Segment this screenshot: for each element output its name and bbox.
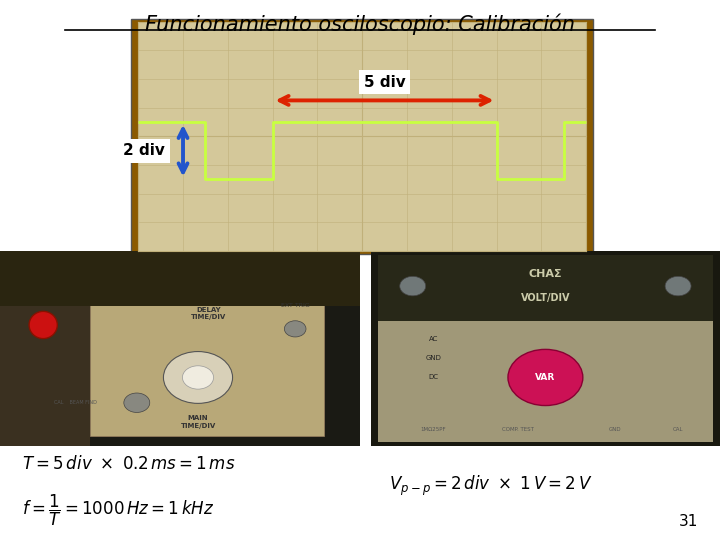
Circle shape: [284, 321, 306, 337]
Text: AC: AC: [429, 335, 438, 342]
Circle shape: [508, 349, 583, 406]
Text: $V_{p-p} = 2\,div\ \times\ 1\,V = 2\,V$: $V_{p-p} = 2\,div\ \times\ 1\,V = 2\,V$: [389, 474, 593, 498]
Circle shape: [665, 276, 691, 296]
Text: MAIN
TIME/DIV: MAIN TIME/DIV: [181, 415, 215, 429]
Text: DC: DC: [428, 374, 438, 381]
Bar: [131, 19, 593, 254]
Bar: [0, 306, 90, 446]
Ellipse shape: [29, 312, 58, 339]
Text: $T = 5\,div\ \times\ 0.2\,ms = 1\,ms$: $T = 5\,div\ \times\ 0.2\,ms = 1\,ms$: [22, 455, 235, 474]
Text: 5 div: 5 div: [364, 75, 405, 90]
Text: GND: GND: [609, 428, 621, 433]
Text: $f = \dfrac{1}{T} = 1000\,Hz = 1\,kHz$: $f = \dfrac{1}{T} = 1000\,Hz = 1\,kHz$: [22, 492, 214, 528]
Text: 2 div: 2 div: [123, 143, 165, 158]
Bar: [378, 321, 713, 442]
Text: Funcionamiento osciloscopio: Calibración: Funcionamiento osciloscopio: Calibración: [145, 14, 575, 35]
Bar: [371, 251, 720, 446]
Text: DELAY
TIME/DIV: DELAY TIME/DIV: [192, 307, 226, 320]
Circle shape: [400, 276, 426, 296]
Circle shape: [163, 352, 233, 403]
Bar: [0, 251, 360, 306]
Circle shape: [124, 393, 150, 413]
Text: COMP. TEST: COMP. TEST: [502, 428, 534, 433]
Text: 1MΩ25PF: 1MΩ25PF: [421, 428, 446, 433]
Text: 31: 31: [679, 514, 698, 529]
Text: EXT TRIG: EXT TRIG: [281, 303, 310, 308]
Text: GND: GND: [426, 355, 441, 361]
Bar: [378, 255, 713, 321]
Text: CAL    BEAM FIND: CAL BEAM FIND: [54, 400, 97, 405]
Text: VOLT/DIV: VOLT/DIV: [521, 293, 570, 303]
Bar: [138, 22, 586, 251]
Bar: [90, 300, 324, 436]
Circle shape: [182, 366, 214, 389]
Text: CHAΣ: CHAΣ: [528, 269, 562, 279]
Bar: [0, 251, 360, 446]
Text: CAL: CAL: [673, 428, 683, 433]
Text: VAR: VAR: [535, 373, 556, 382]
